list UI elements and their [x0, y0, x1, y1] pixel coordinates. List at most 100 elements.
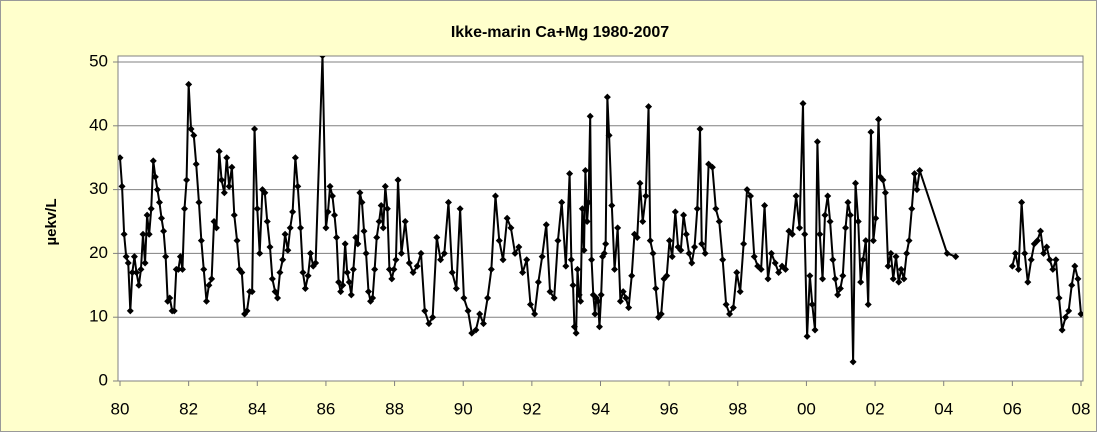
x-tick-label: 94 — [591, 399, 610, 418]
data-point — [339, 281, 347, 289]
x-tick-label: 80 — [111, 399, 130, 418]
data-point — [352, 233, 360, 241]
data-point — [143, 211, 151, 219]
data-point — [652, 284, 660, 292]
data-point — [796, 224, 804, 232]
data-point — [600, 249, 608, 257]
data-point — [178, 265, 186, 273]
data-point — [829, 256, 837, 264]
data-point — [842, 224, 850, 232]
data-point — [197, 237, 205, 245]
data-point — [364, 288, 372, 296]
data-point — [806, 272, 814, 280]
data-point — [750, 253, 758, 261]
data-point — [584, 198, 592, 206]
data-point — [691, 243, 699, 251]
data-point — [558, 198, 566, 206]
data-point — [230, 211, 238, 219]
data-point — [286, 224, 294, 232]
data-point — [291, 154, 299, 162]
data-point — [192, 160, 200, 168]
data-point — [649, 249, 657, 257]
data-point — [826, 218, 834, 225]
data-point — [212, 224, 220, 232]
data-point — [440, 249, 448, 257]
data-point — [799, 99, 807, 107]
data-point — [448, 269, 456, 277]
data-point — [379, 224, 387, 232]
data-point — [381, 182, 389, 190]
data-point — [141, 259, 149, 267]
data-point — [417, 249, 425, 257]
data-point — [507, 224, 515, 232]
data-point — [801, 230, 809, 238]
data-point — [608, 202, 616, 210]
data-point — [312, 259, 320, 267]
y-tick-label: 0 — [99, 370, 108, 389]
data-point — [503, 214, 511, 222]
data-point — [542, 221, 550, 229]
data-point — [202, 297, 210, 305]
data-point — [375, 218, 383, 225]
x-tick-label: 92 — [522, 399, 541, 418]
data-point — [1068, 281, 1076, 289]
data-point — [360, 227, 368, 235]
data-point — [628, 272, 636, 280]
data-point — [597, 291, 605, 299]
chart-title: Ikke-marin Ca+Mg 1980-2007 — [451, 24, 669, 41]
data-point — [575, 291, 583, 299]
data-point — [153, 186, 161, 194]
data-point — [1027, 256, 1035, 264]
data-point — [879, 176, 887, 184]
data-point — [682, 230, 690, 238]
data-point — [729, 304, 737, 312]
data-point — [526, 300, 534, 308]
data-point — [844, 198, 852, 206]
data-point — [223, 154, 231, 162]
data-point — [538, 253, 546, 261]
data-point — [397, 249, 405, 257]
data-point — [456, 205, 464, 213]
data-point — [1055, 294, 1063, 302]
data-point — [534, 278, 542, 286]
x-tick-label: 08 — [1072, 399, 1091, 418]
data-point — [210, 218, 218, 225]
series — [118, 56, 1083, 366]
data-point — [233, 237, 241, 245]
x-tick-label: 98 — [728, 399, 747, 418]
data-point — [952, 253, 960, 261]
data-point — [1015, 265, 1023, 273]
data-point — [354, 240, 362, 248]
data-point — [562, 262, 570, 270]
data-point — [872, 214, 880, 222]
data-point — [864, 300, 872, 308]
data-point — [572, 329, 580, 337]
data-point — [472, 326, 480, 334]
data-point — [591, 310, 599, 318]
data-point — [550, 294, 558, 302]
data-point — [554, 237, 562, 245]
data-point — [570, 323, 578, 331]
data-point — [401, 218, 409, 225]
data-point — [183, 176, 191, 184]
data-point — [200, 265, 208, 273]
data-point — [1049, 265, 1057, 273]
data-point — [875, 115, 883, 123]
data-point — [523, 256, 531, 264]
x-tick-label: 96 — [660, 399, 679, 418]
data-point — [345, 278, 353, 286]
data-point — [464, 307, 472, 315]
data-point — [147, 205, 155, 213]
data-point — [139, 230, 147, 238]
x-tick-label: 04 — [934, 399, 953, 418]
data-point — [849, 358, 857, 366]
data-point — [208, 275, 216, 283]
data-point — [696, 125, 704, 133]
data-point — [162, 253, 170, 261]
data-point — [176, 253, 184, 261]
data-point — [905, 237, 913, 245]
data-point — [726, 310, 734, 318]
data-point — [460, 294, 468, 302]
data-point — [605, 131, 613, 139]
data-point — [1071, 262, 1079, 270]
